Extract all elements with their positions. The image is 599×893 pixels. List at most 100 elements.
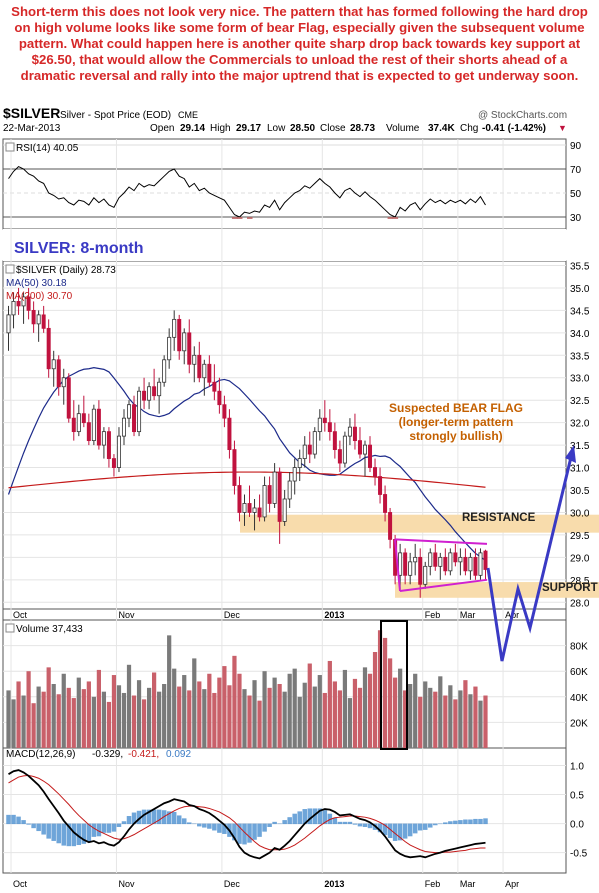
macd-histogram-bar <box>146 809 152 825</box>
month-label-bottom: 2013 <box>324 879 344 889</box>
macd-signal-line <box>8 774 486 854</box>
macd-histogram-bar <box>126 816 132 825</box>
volume-bar <box>372 652 378 748</box>
candle-body <box>373 467 378 477</box>
candle-body <box>116 435 121 468</box>
price-tick-label: 29.5 <box>570 531 590 542</box>
volume-bar <box>187 690 192 748</box>
rsi-oversold-fill <box>392 217 399 219</box>
candle-body <box>448 552 453 572</box>
macd-histogram-bar <box>322 810 328 825</box>
macd-histogram-bar <box>257 823 262 837</box>
volume-bar <box>11 699 16 748</box>
volume-bar <box>157 691 162 748</box>
projection-path <box>486 452 574 662</box>
candle-body <box>458 556 463 563</box>
price-tick-label: 28.5 <box>570 576 590 587</box>
price-tick-label: 31.0 <box>570 464 590 475</box>
macd-histogram-bar <box>26 823 31 825</box>
volume-bar <box>307 663 312 748</box>
macd-histogram-bar <box>217 823 222 833</box>
candle-body <box>433 552 438 567</box>
volume-bar <box>408 684 413 748</box>
ma50-line <box>7 367 486 561</box>
candle-body <box>327 422 332 433</box>
candle-body <box>257 507 262 518</box>
macd-histogram-bar <box>121 821 127 825</box>
rsi-tick-label: 70 <box>570 165 582 176</box>
candle-body <box>252 507 257 513</box>
volume-bar <box>141 699 147 748</box>
volume-bar <box>342 669 348 748</box>
macd-histogram-bar <box>367 823 373 829</box>
macd-histogram-bar <box>16 816 21 825</box>
candle-body <box>127 404 132 419</box>
candle-body <box>388 512 393 540</box>
macd-histogram-bar <box>262 823 267 832</box>
volume-bar <box>136 680 142 748</box>
candle-body <box>207 363 212 383</box>
macd-histogram-bar <box>176 815 182 825</box>
candle-body <box>347 426 352 437</box>
macd-legend-signal: -0.421, <box>128 749 159 760</box>
macd-histogram-bar <box>66 823 72 847</box>
volume-bar <box>131 695 137 748</box>
volume-bar <box>207 673 212 748</box>
volume-bar <box>297 696 302 748</box>
macd-histogram-bar <box>41 823 46 835</box>
candle-body <box>342 435 347 464</box>
ma200-line <box>8 471 486 489</box>
macd-histogram-bar <box>242 823 247 845</box>
volume-bar <box>111 675 117 748</box>
volume-tick-label: 60K <box>570 667 588 678</box>
macd-histogram-bar <box>207 823 212 829</box>
candle-body <box>297 458 302 468</box>
volume-bar <box>382 637 388 748</box>
candle-body <box>172 318 177 338</box>
macd-histogram-bar <box>377 823 383 833</box>
close-value: 28.73 <box>350 123 375 134</box>
bear-flag-label-3: strongly bullish) <box>409 429 502 443</box>
month-label: 2013 <box>324 610 344 620</box>
volume-bar <box>96 669 101 748</box>
candle-body <box>61 377 66 388</box>
chg-down-icon: ▼ <box>558 123 567 133</box>
volume-bar <box>398 668 403 748</box>
macd-histogram-bar <box>166 811 172 825</box>
candle-body <box>202 363 207 379</box>
candle-body <box>187 332 192 365</box>
candle-body <box>383 494 388 513</box>
volume-bar <box>51 684 56 748</box>
macd-tick-label: 0.5 <box>570 791 584 802</box>
flag-upper-line <box>394 538 488 545</box>
candle-body <box>262 485 267 518</box>
volume-bar <box>357 687 363 748</box>
volume-bar <box>277 684 282 748</box>
macd-legend-hist: 0.092 <box>166 749 191 760</box>
candle-body <box>413 556 418 563</box>
volume-tick-label: 20K <box>570 718 588 729</box>
stockchart: $SILVER Silver - Spot Price (EOD) CME @ … <box>0 103 599 893</box>
price-tick-label: 32.0 <box>570 419 590 430</box>
candle-body <box>438 556 443 567</box>
macd-histogram-bar <box>478 818 483 825</box>
volume-bar <box>327 660 332 748</box>
macd-histogram-bar <box>337 821 343 825</box>
macd-histogram-bar <box>91 823 97 837</box>
volume-bar <box>36 686 41 748</box>
volume-bar <box>453 699 458 748</box>
candle-body <box>91 408 96 442</box>
symbol: $SILVER <box>3 105 60 121</box>
macd-histogram-bar <box>433 823 438 826</box>
candle-body <box>76 413 81 433</box>
month-label-bottom: Oct <box>13 879 28 889</box>
candle-body <box>398 552 403 576</box>
volume-legend: Volume 37,433 <box>16 624 83 635</box>
month-label-bottom: Mar <box>460 879 476 889</box>
candle-body <box>31 309 36 325</box>
volume-bar <box>182 675 187 748</box>
macd-legend-value: -0.329, <box>92 749 123 760</box>
commentary-area: Short-term this does not look very nice.… <box>0 0 599 100</box>
volume-bar <box>322 692 327 748</box>
candle-body <box>71 417 76 433</box>
